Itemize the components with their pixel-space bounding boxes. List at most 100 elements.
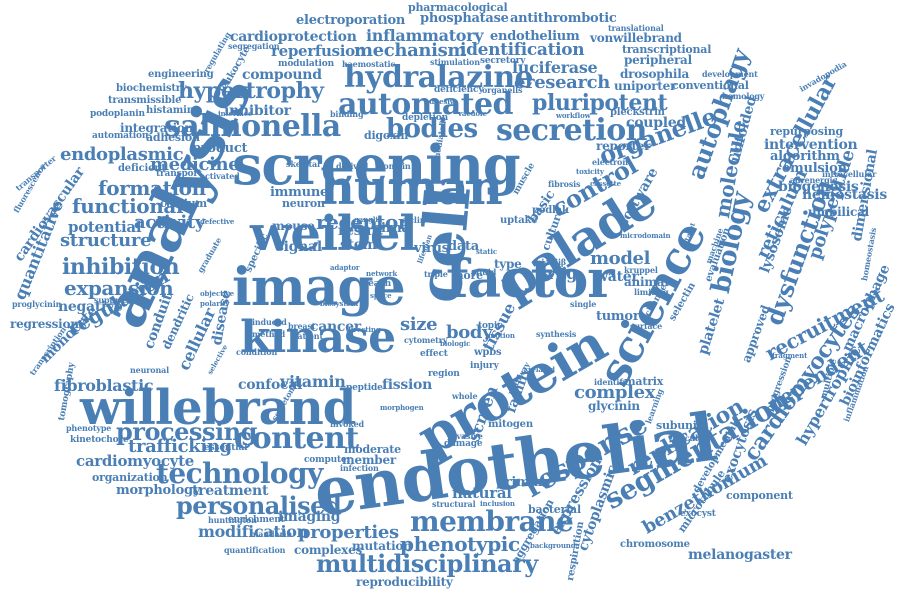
word-signal: signal xyxy=(276,239,322,255)
word-calcium: calcium xyxy=(160,197,207,210)
word-effect: effect xyxy=(420,349,448,359)
word-stem: stem xyxy=(340,237,377,253)
word-pleckstrin: pleckstrin xyxy=(610,107,665,118)
word-engineering: engineering xyxy=(148,69,214,80)
word-biochemistry: biochemistry xyxy=(116,83,187,94)
word-computer: computer xyxy=(304,455,352,465)
word-peach: peach xyxy=(362,279,391,289)
word-electron: electron xyxy=(592,157,628,167)
word-inclusion: inclusion xyxy=(480,499,515,508)
word-topic: topic xyxy=(478,321,503,331)
word-translational: translational xyxy=(608,23,664,33)
word-biosystem: biosystem xyxy=(320,299,359,308)
word-size: size xyxy=(400,314,438,335)
word-reproducibility: reproducibility xyxy=(356,575,453,589)
word-intracellular: intracellular xyxy=(822,169,877,179)
word-drosophila: drosophila xyxy=(620,67,690,81)
word-depletion: depletion xyxy=(402,113,448,123)
word-receptor: receptor xyxy=(316,210,409,234)
word-complex: complex xyxy=(574,382,656,403)
word-static: static xyxy=(476,247,498,256)
word-fibrosis: fibrosis xyxy=(548,179,581,189)
word-peripheral: peripheral xyxy=(624,53,692,67)
word-histamine: histamine xyxy=(146,105,201,116)
word-secretion: secretion xyxy=(496,113,647,148)
word-trafficking: trafficking xyxy=(128,436,232,457)
word-melanogaster: melanogaster xyxy=(688,547,792,563)
word-huntington: huntington xyxy=(208,515,257,525)
word-vitamin: vitamin xyxy=(280,372,346,391)
word-endoplasmic: endoplasmic xyxy=(60,144,184,165)
word-organization: organization xyxy=(92,471,168,484)
word-immune: immune xyxy=(270,185,329,200)
word-fluid: fluid xyxy=(476,267,497,277)
word-umbilical: umbilical xyxy=(808,205,869,219)
word-tumor: tumor xyxy=(596,309,640,324)
word-product: product xyxy=(192,141,248,156)
word-endothelium: endothelium xyxy=(490,29,580,44)
word-chromosome: chromosome xyxy=(620,539,690,550)
word-whole: whole xyxy=(452,391,478,401)
word-podlak: podlak xyxy=(532,205,569,216)
word-natural: natural xyxy=(452,484,512,502)
word-wpbs: wpbs xyxy=(474,347,502,358)
word-kinase: kinase xyxy=(240,312,396,363)
word-neuronal: neuronal xyxy=(130,365,170,375)
word-eresearch: eresearch xyxy=(514,72,610,93)
word-adrenergic: adrenergic xyxy=(790,175,838,185)
word-coupled: coupled xyxy=(626,115,686,131)
word-technology: technology xyxy=(156,457,323,490)
word-adaptor: adaptor xyxy=(330,263,360,272)
word-enrichment: enrichment xyxy=(228,515,285,525)
word-glycinin: glycinin xyxy=(588,399,640,413)
word-surface: surface xyxy=(630,321,663,331)
word-graduate: graduate xyxy=(195,235,224,275)
word-biogenesis: biogenesis xyxy=(778,179,859,195)
word-digoxin: digoxin xyxy=(364,129,409,142)
word-member: member xyxy=(342,453,396,467)
word-inhibition: inhibition xyxy=(62,254,180,280)
word-morphogen: morphogen xyxy=(380,403,424,412)
word-peptide: peptide xyxy=(346,383,383,393)
word-podoplanin: podoplanin xyxy=(90,109,145,119)
word-multidisciplinary: multidisciplinary xyxy=(316,549,538,578)
word-background: background xyxy=(530,541,576,550)
word-hydralazine: hydralazine xyxy=(344,60,534,95)
word-image: image xyxy=(232,257,406,318)
word-synthesis: synthesis xyxy=(536,329,577,339)
word-emulsion: emulsion xyxy=(782,161,847,176)
word-negative: negative xyxy=(58,299,123,315)
word-intervention: intervention xyxy=(764,137,858,153)
word-induced: induced xyxy=(252,317,287,327)
word-toxicity: toxicity xyxy=(576,167,604,176)
word-identify: identify xyxy=(594,377,628,387)
word-triple: triple xyxy=(424,269,448,279)
word-moderate: moderate xyxy=(344,443,401,456)
word-drug: drug xyxy=(536,264,578,283)
word-pluripotent: pluripotent xyxy=(532,90,668,116)
word-model: model xyxy=(590,248,651,269)
word-method: method xyxy=(252,329,286,339)
word-cardiomyocyte: cardiomyocyte xyxy=(76,452,194,470)
word-fibroblastic: fibroblastic xyxy=(54,376,154,395)
word-damage: damage xyxy=(444,439,483,449)
word-activity: activity xyxy=(134,212,205,233)
word-complexes: complexes xyxy=(294,543,362,557)
word-mouse: mouse xyxy=(272,219,315,233)
word-invoked: invoked xyxy=(330,419,364,429)
word-automation: automation xyxy=(92,131,149,141)
word-ganglia: ganglia xyxy=(354,215,383,224)
word-structural: structural xyxy=(432,499,476,509)
word-proglycinin: proglycinin xyxy=(12,299,62,309)
word-microdomain: microdomain xyxy=(620,231,671,240)
word-bodies: bodies xyxy=(386,114,478,144)
word-adhesive: adhesive xyxy=(425,97,458,106)
word-identification: identification xyxy=(460,40,585,60)
word-antithrombotic: antithrombotic xyxy=(510,11,617,26)
word-luciferase: luciferase xyxy=(512,58,598,77)
word-mutation: mutation xyxy=(352,539,412,553)
word-directing: directing xyxy=(346,325,381,334)
word-sirna: sirna xyxy=(374,221,410,236)
word-condition: condition xyxy=(236,347,278,357)
